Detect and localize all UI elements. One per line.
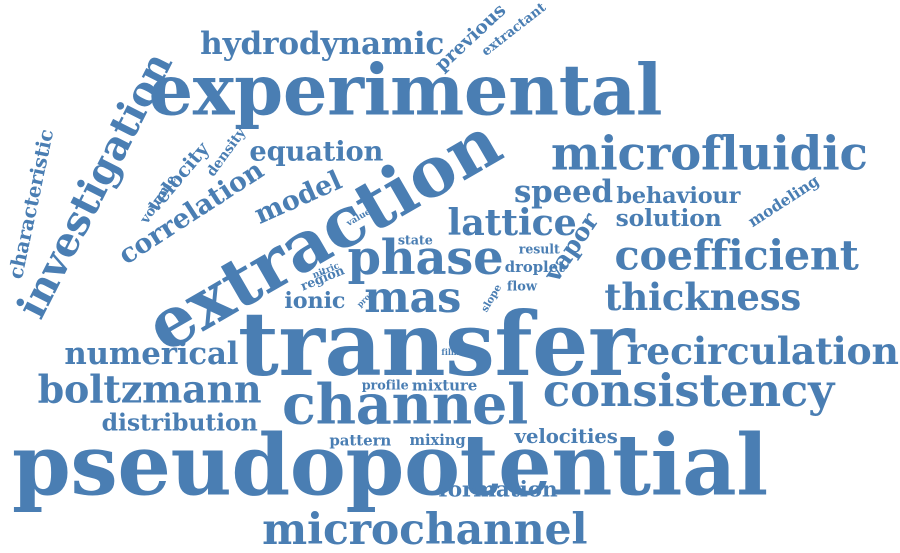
word-numerical: numerical bbox=[63, 334, 238, 371]
word-microfluidic: microfluidic bbox=[550, 124, 868, 181]
word-thickness: thickness bbox=[604, 274, 802, 319]
word-speed: speed bbox=[513, 172, 613, 209]
word-flow: flow bbox=[506, 277, 537, 294]
word-experimental: experimental bbox=[147, 48, 662, 131]
word-boltzmann: boltzmann bbox=[37, 366, 261, 412]
word-solution: solution bbox=[615, 204, 722, 232]
word-pseudopotential: pseudopotential bbox=[11, 415, 768, 515]
word-pattern: pattern bbox=[328, 430, 391, 449]
word-distribution: distribution bbox=[101, 407, 258, 436]
word-ionic: ionic bbox=[283, 286, 345, 314]
word-result: result bbox=[518, 241, 560, 256]
word-formation: formation bbox=[438, 476, 558, 502]
word-film: film bbox=[440, 346, 459, 357]
word-recirculation: recirculation bbox=[626, 328, 899, 374]
word-mixing: mixing bbox=[409, 430, 466, 449]
word-mas: mas bbox=[363, 271, 461, 322]
word-hydrodynamic: hydrodynamic bbox=[200, 24, 445, 62]
word-modeling: modeling bbox=[744, 170, 823, 231]
word-velocities: velocities bbox=[514, 423, 618, 448]
word-droplet: droplet bbox=[504, 258, 565, 276]
word-coefficient: coefficient bbox=[614, 230, 859, 280]
word-channel: channel bbox=[281, 370, 528, 437]
word-lattice: lattice bbox=[447, 200, 577, 244]
word-transfer: transfer bbox=[238, 291, 635, 396]
word-equation: equation bbox=[248, 134, 383, 167]
word-consistency: consistency bbox=[542, 362, 835, 417]
word-behaviour: behaviour bbox=[615, 181, 740, 209]
word-state: state bbox=[397, 231, 433, 248]
word-mixture: mixture bbox=[411, 375, 478, 394]
word-profile: profile bbox=[361, 376, 409, 393]
word-microchannel: microchannel bbox=[262, 503, 588, 553]
word-phase: phase bbox=[346, 228, 503, 286]
